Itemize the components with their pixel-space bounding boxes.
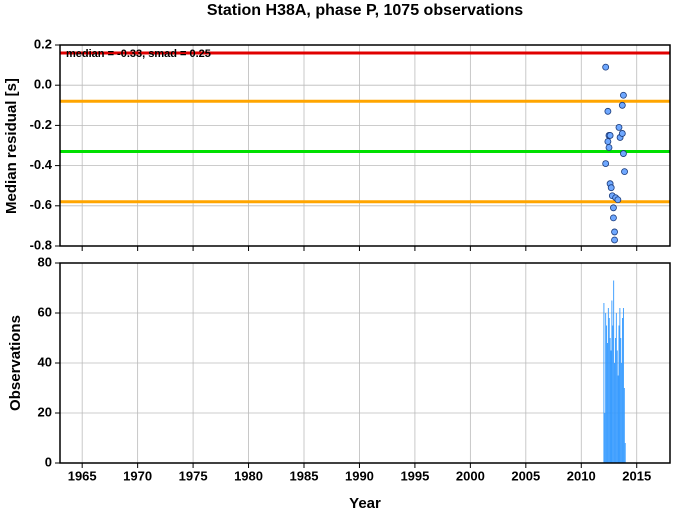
bar (604, 413, 606, 463)
point (606, 132, 614, 139)
point (611, 236, 618, 244)
bar (603, 303, 605, 463)
bar (605, 313, 607, 463)
point (611, 228, 618, 236)
x-tick-label: 1990 (345, 468, 374, 483)
x-tick-label: 2000 (456, 468, 485, 483)
y-tick-label: 60 (38, 304, 52, 319)
x-tick-label: 1995 (400, 468, 429, 483)
y-tick-label: 20 (38, 404, 52, 419)
y-tick-label: 0.2 (34, 36, 52, 51)
point (602, 63, 610, 71)
bar (616, 350, 618, 463)
y-tick-label: -0.8 (30, 237, 52, 252)
y-tick-label: -0.2 (30, 117, 52, 132)
point (605, 144, 613, 151)
point (620, 150, 627, 157)
y-tick-label: 0.0 (34, 77, 52, 92)
point (610, 214, 617, 222)
x-tick-label: 2005 (511, 468, 540, 483)
bar (618, 325, 620, 463)
y-axis-label: Observations (7, 315, 24, 411)
bar (624, 443, 626, 463)
x-tick-label: 1980 (234, 468, 263, 483)
bar (609, 338, 611, 463)
point (615, 124, 623, 131)
bar (622, 318, 623, 463)
x-tick-label: 1970 (123, 468, 152, 483)
bar (613, 280, 615, 463)
bar (612, 325, 614, 463)
bar (608, 318, 610, 463)
bar (611, 300, 613, 463)
bar (619, 308, 621, 463)
x-tick-label: 1965 (68, 468, 97, 483)
bar (623, 388, 625, 463)
frame (59, 44, 671, 247)
chart-title: Station H38A, phase P, 1075 observations (207, 2, 523, 19)
x-tick-label: 1975 (179, 468, 208, 483)
y-tick-label: -0.6 (30, 197, 52, 212)
point (604, 138, 612, 145)
bar (622, 308, 624, 463)
point (607, 184, 615, 192)
y-tick-label: 80 (38, 254, 52, 269)
bar (607, 308, 609, 463)
bar (607, 343, 608, 463)
y-tick-label: -0.4 (30, 157, 53, 172)
point (610, 204, 617, 212)
point (621, 168, 628, 176)
frame (59, 262, 671, 464)
point (618, 101, 626, 109)
x-tick-label: 2010 (567, 468, 596, 483)
y-tick-label: 40 (38, 354, 52, 369)
x-axis-label: Year (349, 495, 381, 511)
bar (610, 350, 612, 463)
y-tick-label: 0 (45, 454, 52, 469)
point (602, 160, 610, 167)
annotation: median = -0.33, smad = 0.25 (66, 48, 211, 60)
y-axis-label: Median residual [s] (3, 78, 20, 214)
x-tick-label: 1985 (290, 468, 319, 483)
point (618, 130, 626, 137)
bar (617, 375, 619, 463)
bar (614, 338, 616, 463)
bar (620, 338, 622, 463)
bar (621, 363, 623, 463)
bar (615, 313, 617, 463)
point (620, 91, 627, 99)
bar (614, 363, 616, 463)
point (614, 196, 622, 204)
x-tick-label: 2015 (622, 468, 651, 483)
point (604, 107, 612, 115)
bar (606, 325, 608, 463)
